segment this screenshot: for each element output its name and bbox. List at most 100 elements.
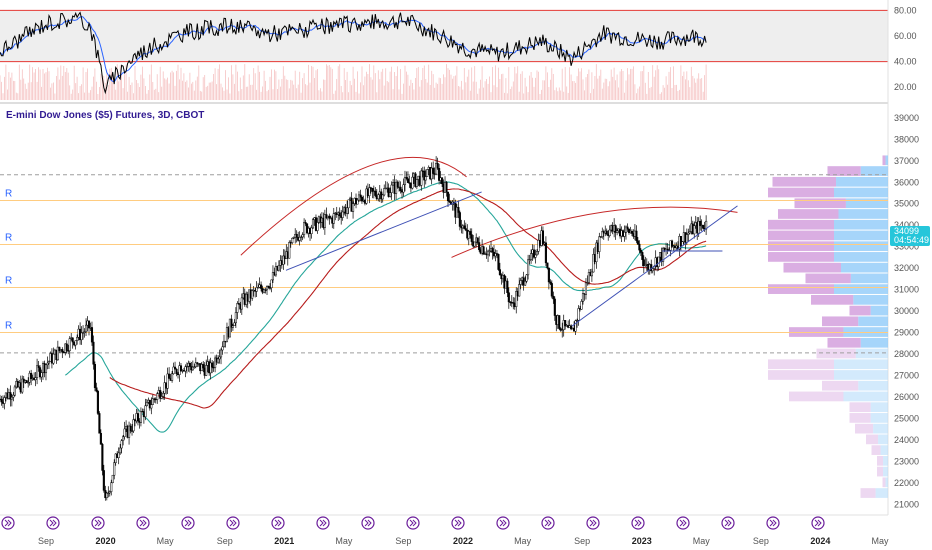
candle-body xyxy=(194,362,197,367)
price-axis-label: 35000 xyxy=(894,199,919,209)
event-marker[interactable] xyxy=(721,516,735,530)
rsi-axis-labels: 80.00 60.00 40.00 20.00 xyxy=(894,5,917,92)
event-marker[interactable] xyxy=(496,516,510,530)
event-marker-icon xyxy=(724,519,732,527)
event-marker-icon xyxy=(679,519,687,527)
candle-body xyxy=(495,253,499,255)
candle-body xyxy=(614,225,617,233)
candle-body xyxy=(71,337,74,343)
candle-body xyxy=(47,361,51,364)
event-marker[interactable] xyxy=(586,516,600,530)
event-marker[interactable] xyxy=(181,516,195,530)
candle-body xyxy=(151,398,154,405)
candle-body xyxy=(39,367,42,378)
price-axis-label: 30000 xyxy=(894,306,919,316)
candle-body xyxy=(488,250,491,253)
rsi-pane[interactable] xyxy=(0,9,888,100)
event-marker[interactable] xyxy=(361,516,375,530)
candle-body xyxy=(92,341,95,365)
candle-body xyxy=(506,280,509,293)
candle-body xyxy=(448,200,451,203)
event-marker[interactable] xyxy=(271,516,285,530)
trend-lines[interactable] xyxy=(285,191,738,327)
time-axis-label: Sep xyxy=(395,536,411,546)
price-axis-label: 32000 xyxy=(894,263,919,273)
profile-bar xyxy=(811,294,854,305)
event-marker[interactable] xyxy=(451,516,465,530)
candle-body xyxy=(117,452,120,459)
profile-bar xyxy=(789,391,844,402)
candle-body xyxy=(230,318,233,328)
price-axis-label: 28000 xyxy=(894,349,919,359)
candle-body xyxy=(679,236,682,247)
candle-body xyxy=(651,268,654,272)
event-marker-icon xyxy=(49,519,57,527)
profile-bar xyxy=(834,252,888,262)
candle-body xyxy=(371,188,374,192)
event-marker-icon xyxy=(814,519,822,527)
candle-body xyxy=(699,220,702,226)
profile-bar xyxy=(882,155,886,166)
candle-body xyxy=(574,320,577,332)
candle-body xyxy=(590,271,593,277)
candle-body xyxy=(507,292,510,303)
candle-body xyxy=(518,284,521,297)
candle-body xyxy=(693,225,696,235)
trendline-rising xyxy=(571,205,738,327)
candle-body xyxy=(171,373,174,381)
candle-body xyxy=(240,297,243,310)
time-axis-labels: Sep 2020 May Sep 2021 May Sep 2022 May Sep 2023 May… xyxy=(38,536,889,546)
candle-body xyxy=(441,177,444,185)
candle-body xyxy=(300,236,303,238)
candle-body xyxy=(179,365,183,372)
event-marker[interactable] xyxy=(541,516,555,530)
candlestick-series[interactable] xyxy=(0,156,708,501)
candle-body xyxy=(524,280,527,286)
candle-body xyxy=(525,274,528,282)
candle-body xyxy=(303,222,306,235)
rsi-axis-label: 80.00 xyxy=(894,5,917,15)
candle-body xyxy=(298,237,301,241)
candle-body xyxy=(347,199,350,209)
profile-bar xyxy=(883,455,888,466)
profile-bar xyxy=(880,445,888,455)
event-marker[interactable] xyxy=(766,516,780,530)
price-axis-label: 21000 xyxy=(894,499,919,509)
profile-bar xyxy=(768,241,834,252)
candle-body xyxy=(113,462,116,476)
candle-body xyxy=(12,394,15,398)
profile-bar xyxy=(860,337,888,348)
profile-bar xyxy=(834,230,888,241)
event-marker[interactable] xyxy=(676,516,690,530)
time-axis-label: 2023 xyxy=(632,536,652,546)
profile-bar xyxy=(870,402,888,413)
event-marker[interactable] xyxy=(46,516,60,530)
candle-body xyxy=(577,308,580,321)
profile-bar xyxy=(845,198,888,209)
event-marker[interactable] xyxy=(316,516,330,530)
candle-body xyxy=(93,364,96,388)
candle-body xyxy=(369,187,372,189)
candle-body xyxy=(222,340,226,348)
event-marker[interactable] xyxy=(1,516,15,530)
candle-body xyxy=(598,236,601,252)
price-axis-label: 36000 xyxy=(894,177,919,187)
event-marker[interactable] xyxy=(136,516,150,530)
candle-body xyxy=(236,303,239,313)
price-axis-label: 22000 xyxy=(894,478,919,488)
candle-body xyxy=(687,232,690,235)
candle-body xyxy=(221,346,224,351)
event-markers[interactable] xyxy=(1,516,825,530)
event-marker[interactable] xyxy=(226,516,240,530)
event-marker[interactable] xyxy=(631,516,645,530)
candle-body xyxy=(219,349,223,358)
rsi-volume-bars xyxy=(0,64,707,100)
event-marker[interactable] xyxy=(811,516,825,530)
time-axis-label: May xyxy=(514,536,532,546)
event-marker[interactable] xyxy=(406,516,420,530)
candle-body xyxy=(497,254,500,270)
candle-body xyxy=(608,229,611,236)
event-marker[interactable] xyxy=(91,516,105,530)
candle-body xyxy=(3,397,6,404)
